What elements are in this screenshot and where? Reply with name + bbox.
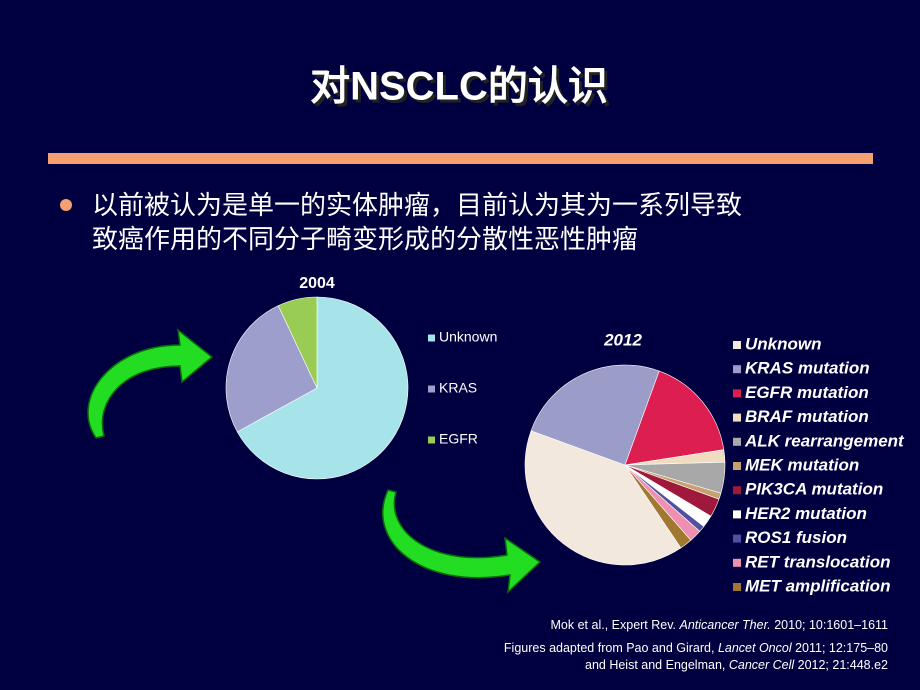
citation-part: Lancet Oncol (718, 641, 793, 655)
legend-swatch (733, 558, 741, 567)
pie-slice (530, 364, 660, 466)
bullet-text: 致癌作用的不同分子畸变形成的分散性恶性肿瘤 (92, 224, 638, 254)
legend-label: BRAF mutation (745, 407, 869, 426)
legend-label: Unknown (439, 329, 497, 345)
pie-slice (225, 305, 318, 433)
legend-swatch (733, 389, 741, 398)
citation-part: Figures adapted from Pao and Girard, (504, 641, 718, 655)
chart-title: 2012 (603, 330, 642, 349)
chart-title: 2004 (299, 275, 335, 292)
citation-part: and Heist and Engelman, (585, 658, 729, 672)
pie-slice (624, 464, 692, 549)
pie-slice (524, 430, 682, 566)
legend-swatch (428, 385, 435, 393)
legend-label: RET translocation (745, 552, 890, 571)
legend-label: Unknown (745, 334, 822, 353)
legend-swatch (733, 341, 741, 349)
legend-label: ALK rearrangement (744, 431, 905, 450)
legend-swatch (428, 436, 435, 444)
arrow (87, 328, 214, 439)
pie-slice (236, 296, 409, 480)
arrow (382, 489, 542, 594)
citation-part: Anticancer Ther. (679, 618, 771, 632)
legend-swatch (733, 365, 741, 374)
citation-part: 2010; 10:1601–1611 (771, 618, 888, 632)
legend-swatch (733, 462, 741, 470)
pie-slice (277, 296, 318, 389)
title-shadow: 对NSCLC的认识 (313, 68, 611, 112)
legend-swatch (733, 486, 741, 495)
citation-part: Cancer Cell (729, 658, 796, 672)
legend-swatch (428, 334, 435, 342)
legend-label: HER2 mutation (745, 504, 867, 523)
citations: Mok et al., Expert Rev. Anticancer Ther.… (504, 618, 888, 672)
citation-part: 2012; 21:448.e2 (794, 658, 888, 672)
legend-swatch (733, 413, 741, 422)
divider (48, 153, 873, 164)
pie-slice (624, 370, 725, 466)
legend-label: EGFR (439, 431, 478, 447)
citation: Mok et al., Expert Rev. Anticancer Ther.… (551, 618, 889, 632)
legend-swatch (733, 510, 741, 519)
citation: and Heist and Engelman, Cancer Cell 2012… (585, 658, 888, 672)
legend-label: ROS1 fusion (745, 528, 847, 547)
bullet-text: 以前被认为是单一的实体肿瘤，目前认为其为一系列导致 (92, 190, 742, 220)
arrows (87, 328, 542, 594)
legend-label: EGFR mutation (745, 383, 869, 402)
legend-swatch (733, 437, 741, 446)
citation-part: Mok et al., Expert Rev. (551, 618, 680, 632)
legend-label: KRAS mutation (745, 359, 870, 378)
legend-swatch (733, 583, 741, 591)
legend-label: MEK mutation (745, 455, 859, 474)
legend-label: PIK3CA mutation (745, 480, 883, 499)
citation: Figures adapted from Pao and Girard, Lan… (504, 641, 888, 655)
legend-label: MET amplification (745, 576, 890, 595)
legend-swatch (733, 534, 741, 543)
bullet-dot (60, 199, 72, 211)
slide-title: 对NSCLC的认识 (310, 65, 608, 109)
citation-part: 2011; 12:175–80 (792, 641, 888, 655)
legend-label: KRAS (439, 380, 477, 396)
